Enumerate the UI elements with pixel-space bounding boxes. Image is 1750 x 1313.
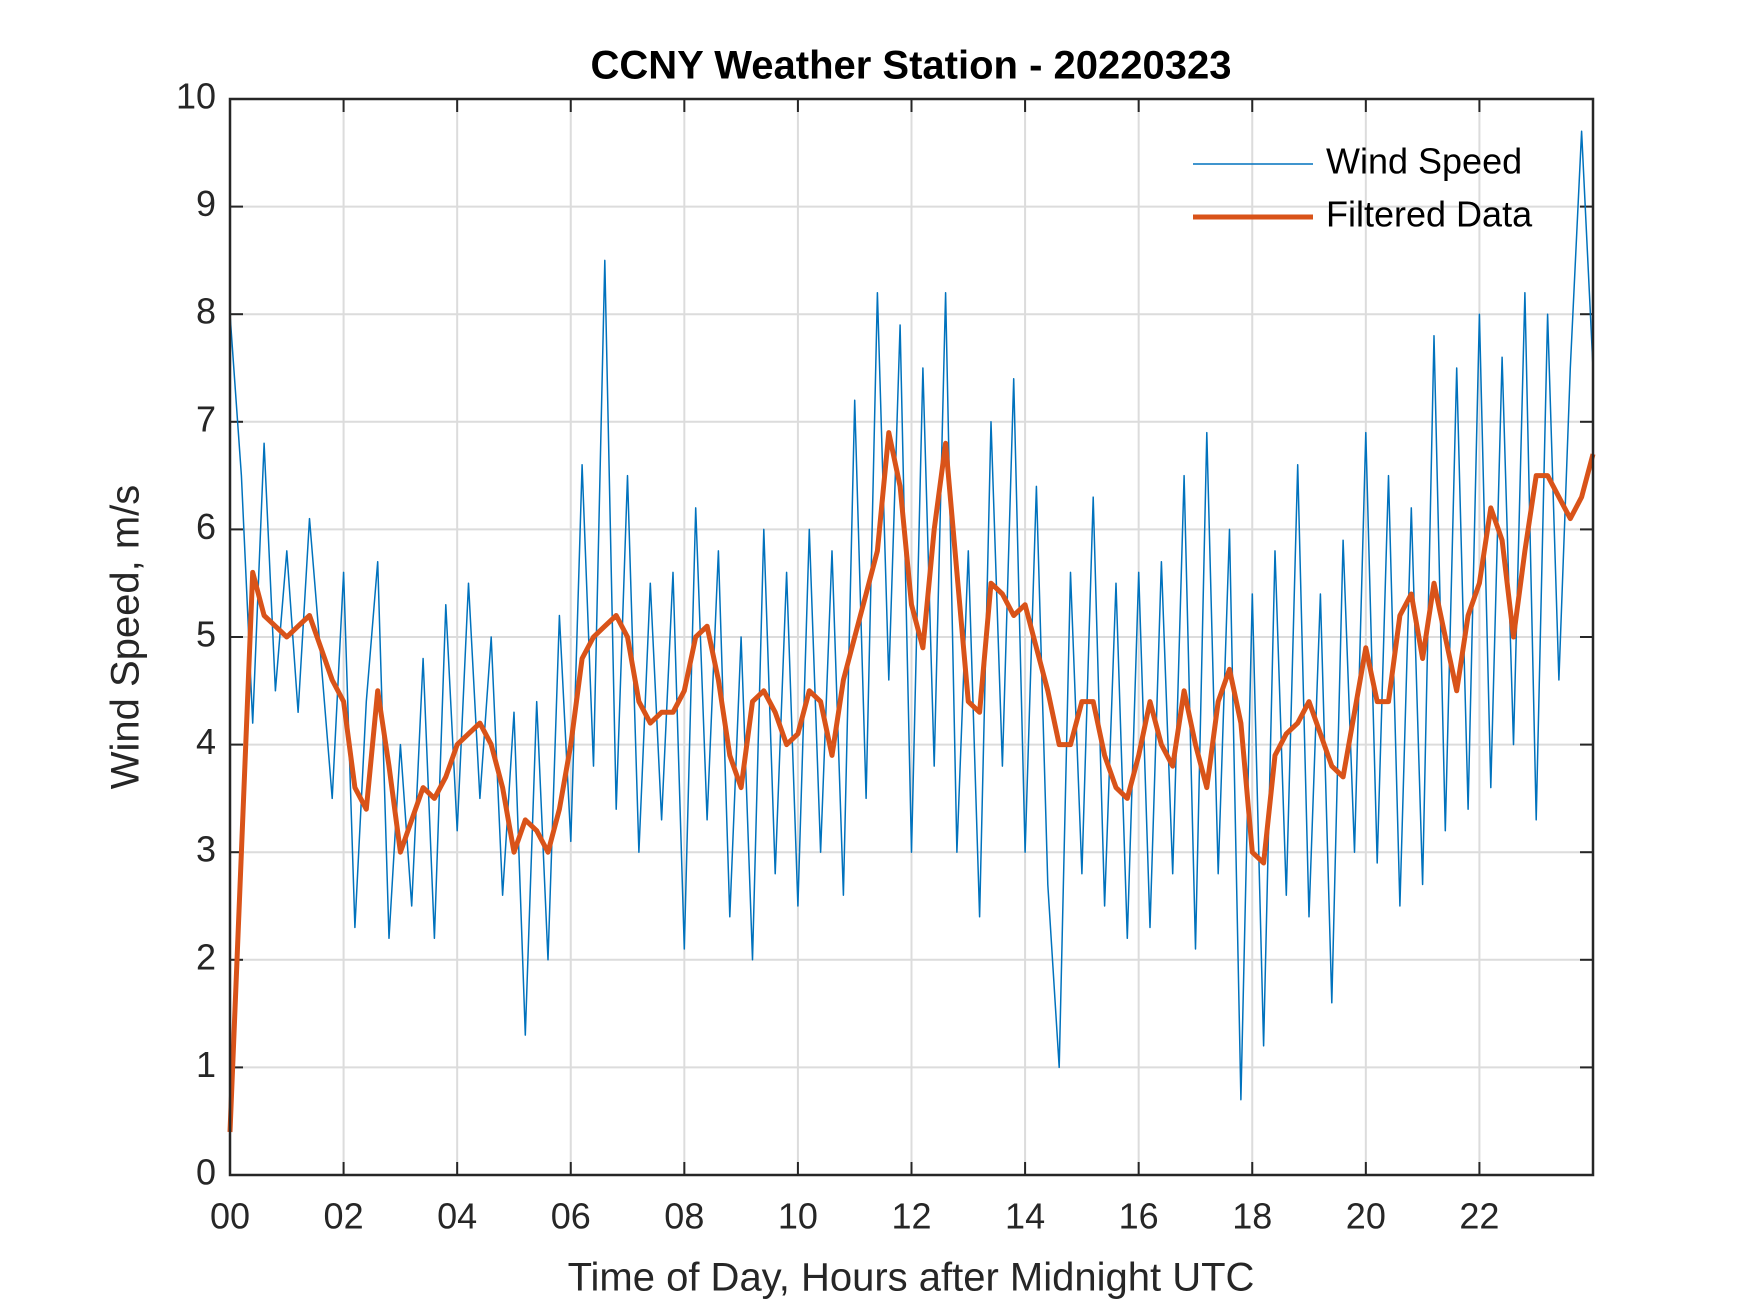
y-tick-label: 2 bbox=[196, 936, 216, 977]
y-tick-label: 4 bbox=[196, 721, 216, 762]
x-tick-label: 16 bbox=[1119, 1196, 1159, 1237]
y-tick-label: 5 bbox=[196, 614, 216, 655]
legend-label: Wind Speed bbox=[1326, 141, 1522, 182]
chart-title: CCNY Weather Station - 20220323 bbox=[591, 44, 1232, 88]
x-axis-label: Time of Day, Hours after Midnight UTC bbox=[568, 1256, 1255, 1300]
x-tick-label: 06 bbox=[551, 1196, 591, 1237]
y-tick-label: 7 bbox=[196, 398, 216, 439]
plot-frame bbox=[228, 97, 1595, 1177]
y-tick-label: 10 bbox=[176, 76, 216, 117]
y-tick-label: 1 bbox=[196, 1044, 216, 1085]
x-tick-label: 00 bbox=[210, 1196, 250, 1237]
x-tick-label: 02 bbox=[324, 1196, 364, 1237]
legend-label: Filtered Data bbox=[1326, 194, 1533, 235]
y-tick-label: 9 bbox=[196, 183, 216, 224]
x-tick-label: 18 bbox=[1232, 1196, 1272, 1237]
y-tick-label: 6 bbox=[196, 506, 216, 547]
x-tick-label: 08 bbox=[664, 1196, 704, 1237]
x-tick-label: 10 bbox=[778, 1196, 818, 1237]
data-line bbox=[229, 130, 1594, 1101]
data-line bbox=[227, 430, 1596, 1133]
x-tick-label: 04 bbox=[437, 1196, 477, 1237]
y-tick-label: 8 bbox=[196, 291, 216, 332]
x-tick-label: 12 bbox=[891, 1196, 931, 1237]
y-tick-label: 0 bbox=[196, 1152, 216, 1193]
x-tick-label: 20 bbox=[1346, 1196, 1386, 1237]
x-tick-label: 14 bbox=[1005, 1196, 1045, 1237]
y-axis-label: Wind Speed, m/s bbox=[104, 485, 148, 790]
y-tick-label: 3 bbox=[196, 829, 216, 870]
x-tick-label: 22 bbox=[1459, 1196, 1499, 1237]
